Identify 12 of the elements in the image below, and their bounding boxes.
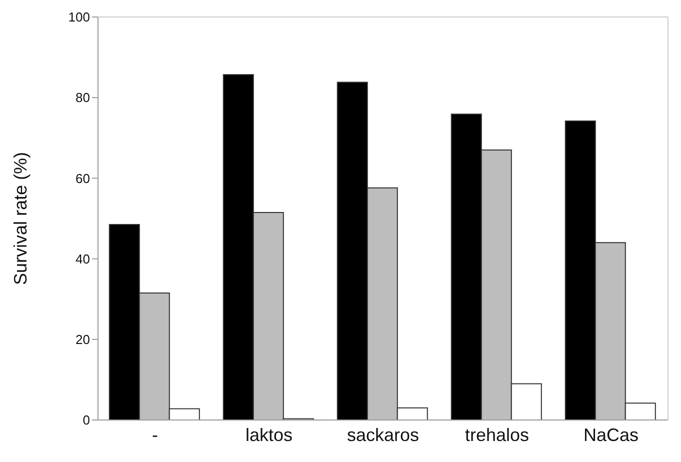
y-tick-label: 100 — [68, 10, 90, 25]
y-axis-title: Survival rate (%) — [10, 152, 30, 286]
x-tick-label: sackaros — [346, 424, 420, 445]
y-tick-label: 80 — [76, 90, 90, 106]
y-tick-label: 20 — [76, 332, 90, 348]
y-tick-label: 40 — [76, 251, 90, 266]
x-tick-label: laktos — [245, 424, 293, 445]
y-tick-label: 0 — [82, 412, 90, 428]
x-tick-label: NaCas — [583, 424, 639, 445]
y-tick-label: 60 — [76, 170, 90, 186]
x-tick-label: - — [152, 424, 158, 445]
x-tick-label: trehalos — [464, 424, 530, 445]
